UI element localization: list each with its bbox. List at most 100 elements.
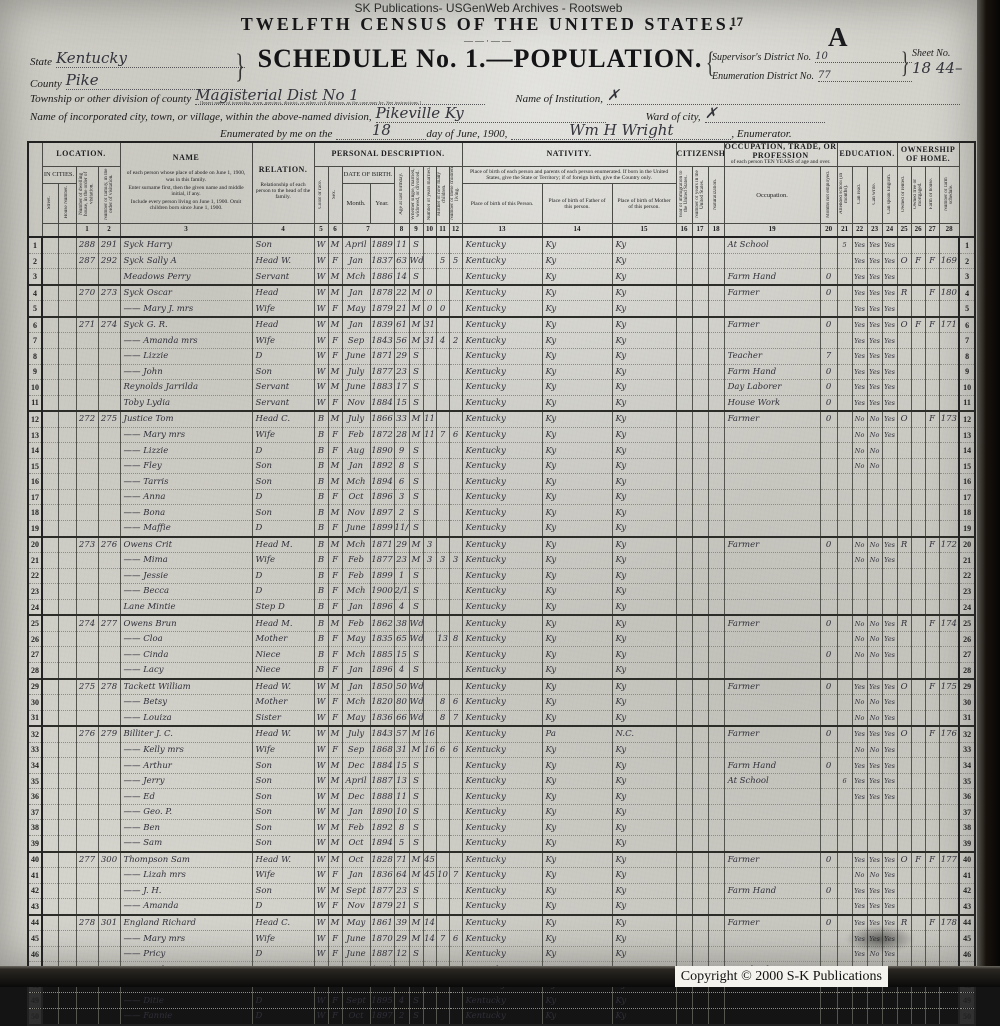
cell: Ky bbox=[611, 410, 677, 428]
cell bbox=[41, 332, 58, 350]
cell: W bbox=[313, 1008, 329, 1026]
cell bbox=[819, 489, 838, 506]
cell: Farmer bbox=[723, 913, 821, 932]
cell bbox=[57, 946, 76, 963]
cell: 23 bbox=[393, 364, 410, 381]
cell: 66 bbox=[393, 710, 410, 727]
cell bbox=[896, 520, 912, 538]
name-desc1: of each person whose place of abode on J… bbox=[126, 170, 246, 183]
cell: 40 bbox=[958, 850, 977, 869]
cell: 1888 bbox=[369, 788, 395, 805]
table-row: 25 274 277 Owens Brun Head M. B M Feb 1862 38 Wd Ke… bbox=[27, 614, 977, 632]
cell: Yes bbox=[881, 631, 898, 648]
cell: 45 bbox=[958, 930, 977, 947]
cell: Wd bbox=[408, 253, 424, 270]
cell: 15 bbox=[393, 757, 410, 774]
table-row: 6 271 274 Syck G. R. Head W M Jan 1839 61 M 31 Kentu… bbox=[27, 315, 977, 334]
cell bbox=[836, 646, 853, 663]
cell: May bbox=[341, 631, 371, 648]
cell: Kentucky bbox=[461, 520, 543, 538]
cell bbox=[707, 631, 725, 648]
cell: Yes bbox=[851, 883, 868, 900]
cell: M bbox=[327, 535, 343, 554]
cell: 1839 bbox=[369, 315, 395, 334]
cell: 172 bbox=[938, 535, 960, 554]
col-num: 16 bbox=[675, 223, 693, 238]
cell: Head bbox=[251, 315, 315, 334]
cell bbox=[675, 662, 693, 680]
cell: F bbox=[924, 253, 940, 270]
col-num: 7 bbox=[341, 223, 395, 238]
cell bbox=[448, 614, 463, 632]
cell: May bbox=[341, 710, 371, 727]
cell: No bbox=[851, 535, 868, 554]
cell: Yes bbox=[881, 535, 898, 554]
cell bbox=[97, 742, 121, 759]
cell bbox=[57, 850, 76, 869]
cell: 1870 bbox=[369, 930, 395, 947]
table-row: 35 —— Jerry Son W M April 1887 13 S Kentucky Ky Ky A… bbox=[27, 773, 977, 790]
cell: 1890 bbox=[369, 804, 395, 821]
cell bbox=[881, 835, 898, 853]
cell bbox=[41, 379, 58, 396]
cell: 1883 bbox=[369, 379, 395, 396]
cell: 6 bbox=[448, 427, 463, 444]
cell: 1878 bbox=[369, 283, 395, 302]
cell: 1879 bbox=[369, 898, 395, 916]
cell: May bbox=[341, 300, 371, 318]
cell: 0 bbox=[819, 268, 838, 286]
cell bbox=[938, 930, 960, 947]
cell: Jan bbox=[341, 253, 371, 270]
cell: M bbox=[408, 410, 424, 428]
cell: 0 bbox=[819, 757, 838, 774]
row-number-header-right bbox=[958, 141, 976, 238]
cell: S bbox=[408, 520, 424, 538]
cell: 0 bbox=[819, 395, 838, 412]
cell bbox=[938, 992, 960, 1009]
cell: B bbox=[313, 552, 329, 569]
cell bbox=[819, 710, 838, 727]
cell bbox=[866, 662, 883, 680]
cell: No bbox=[851, 442, 868, 459]
cell bbox=[691, 646, 709, 663]
cell: Son bbox=[251, 504, 315, 522]
cell bbox=[675, 253, 693, 270]
cell: Ky bbox=[541, 599, 613, 616]
cell: June bbox=[341, 379, 371, 396]
cell bbox=[819, 237, 838, 254]
cell bbox=[851, 804, 868, 821]
cell: 3 bbox=[422, 552, 437, 569]
cell bbox=[675, 677, 693, 696]
cell bbox=[707, 930, 725, 947]
cell bbox=[57, 568, 76, 585]
cell: Yes bbox=[851, 677, 868, 696]
cell bbox=[41, 819, 58, 836]
cell bbox=[924, 1008, 940, 1026]
cell bbox=[924, 646, 940, 663]
group-nativity: NATIVITY. bbox=[461, 141, 677, 168]
cell bbox=[819, 520, 838, 538]
cell bbox=[41, 646, 58, 663]
cell bbox=[938, 583, 960, 600]
cell bbox=[675, 614, 693, 632]
cell bbox=[910, 614, 926, 632]
cell bbox=[691, 883, 709, 900]
cell: Aug bbox=[341, 442, 371, 459]
cell bbox=[75, 646, 98, 663]
cell bbox=[851, 599, 868, 616]
table-row: 19—— MaffieDBFJune189911/12SKentuckyKyKy… bbox=[27, 520, 977, 538]
cell: Kentucky bbox=[461, 883, 543, 900]
cell: Farmer bbox=[723, 535, 821, 554]
cell: Farmer bbox=[723, 410, 821, 428]
table-row: 33 —— Kelly mrs Wife W F Sep 1868 31 M 16 6 6 Kentuc… bbox=[27, 742, 977, 759]
cell bbox=[57, 819, 76, 836]
cell: 1850 bbox=[369, 677, 395, 696]
scan-edge-right bbox=[977, 0, 1000, 987]
cell: Ky bbox=[541, 504, 613, 522]
cell: Jan bbox=[341, 662, 371, 680]
cell bbox=[723, 442, 821, 459]
cell: O bbox=[896, 315, 912, 334]
cell: 17 bbox=[27, 489, 43, 506]
cell: F bbox=[327, 253, 343, 270]
cell: Ky bbox=[541, 694, 613, 711]
